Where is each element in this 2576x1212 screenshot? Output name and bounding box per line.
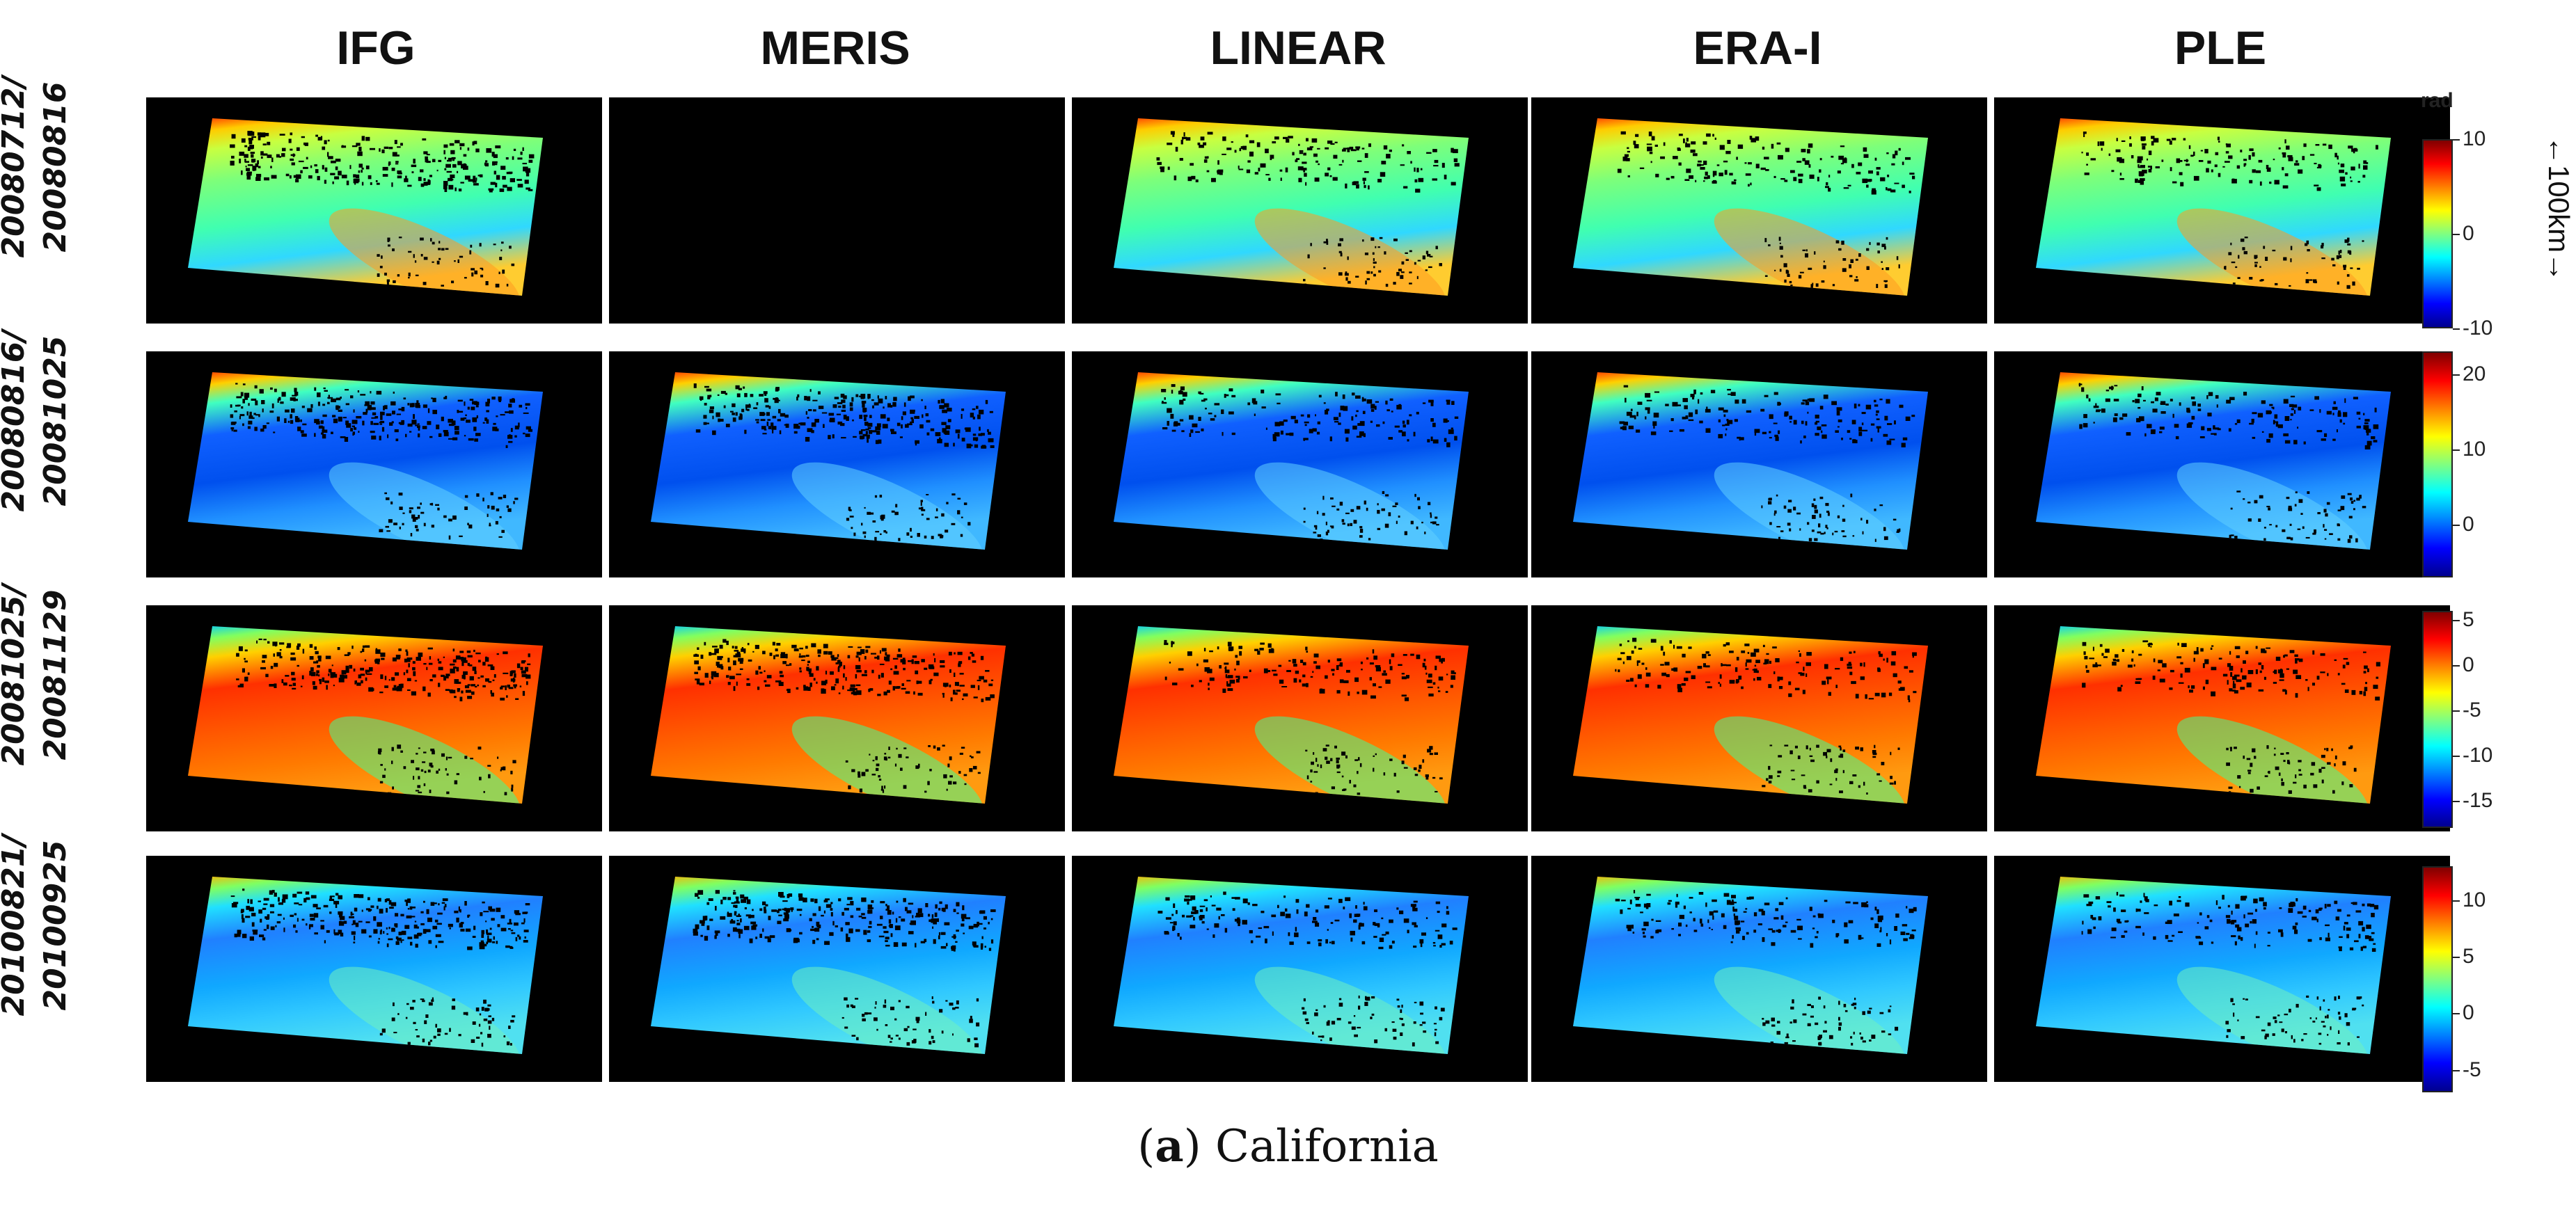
map-panel-r1-ple xyxy=(1994,97,2450,324)
anomaly-blob xyxy=(2176,716,2369,804)
row-label-2-line1: 20080816/ xyxy=(0,330,31,512)
anomaly-blob xyxy=(1254,208,1446,296)
colorbar-tick-label: -5 xyxy=(2463,1058,2481,1081)
row-label-1: 20080712/ 20080816 xyxy=(0,35,132,299)
row-label-4-line1: 20100821/ xyxy=(0,834,31,1016)
colorbar-tick-mark xyxy=(2453,374,2460,376)
colorbar-tick-mark xyxy=(2453,756,2460,757)
colorbar-4 xyxy=(2422,866,2453,1092)
colorbar-tick-mark xyxy=(2453,1069,2460,1071)
anomaly-blob xyxy=(2176,966,2369,1054)
caption-letter: a xyxy=(1155,1120,1184,1172)
colorbar-tick-mark xyxy=(2453,900,2460,902)
colorbar-tick-label: 0 xyxy=(2463,513,2474,536)
map-panel-r4-erai xyxy=(1531,856,1987,1082)
colorbar-tick-label: 0 xyxy=(2463,653,2474,676)
figure-caption: (a) California xyxy=(1137,1120,1439,1172)
map-panel-r4-linear xyxy=(1072,856,1528,1082)
colorbar-tick-label: -10 xyxy=(2463,317,2493,340)
map-panel-r3-ple xyxy=(1994,605,2450,831)
map-panel-r1-ifg xyxy=(146,97,602,324)
anomaly-blob xyxy=(329,716,521,804)
anomaly-blob xyxy=(1714,462,1906,550)
caption-text: California xyxy=(1215,1121,1439,1172)
column-header-linear: LINEAR xyxy=(1210,22,1386,74)
map-panel-r2-erai xyxy=(1531,351,1987,577)
map-panel-r3-erai xyxy=(1531,605,1987,831)
colorbar-tick-mark xyxy=(2453,234,2460,235)
row-label-3: 20081025/ 20081129 xyxy=(0,543,132,807)
colorbar-tick-label: 0 xyxy=(2463,1001,2474,1025)
anomaly-blob xyxy=(2176,208,2369,296)
map-panel-r3-meris xyxy=(609,605,1065,831)
column-header-ple: PLE xyxy=(2174,22,2267,74)
map-panel-r2-ple xyxy=(1994,351,2450,577)
colorbar-tick-mark xyxy=(2453,525,2460,527)
row-label-4: 20100821/ 20100925 xyxy=(0,793,132,1058)
anomaly-blob xyxy=(791,462,983,550)
colorbar-1 xyxy=(2422,139,2453,328)
map-panel-r2-linear xyxy=(1072,351,1528,577)
colorbar-tick-mark xyxy=(2453,710,2460,712)
anomaly-blob xyxy=(1254,966,1446,1054)
colorbar-tick-mark xyxy=(2453,801,2460,802)
anomaly-blob xyxy=(1714,208,1906,296)
colorbar-tick-label: 5 xyxy=(2463,945,2474,968)
colorbar-tick-mark xyxy=(2453,665,2460,667)
map-panel-r3-linear xyxy=(1072,605,1528,831)
colorbar-tick-mark xyxy=(2453,449,2460,451)
map-panel-r4-ple xyxy=(1994,856,2450,1082)
colorbar-tick-mark xyxy=(2453,957,2460,958)
column-header-meris: MERIS xyxy=(760,22,910,74)
colorbar-tick-label: -10 xyxy=(2463,744,2493,767)
map-panel-r1-linear xyxy=(1072,97,1528,324)
colorbar-3 xyxy=(2422,611,2453,828)
anomaly-blob xyxy=(791,966,983,1054)
anomaly-blob xyxy=(329,462,521,550)
map-panel-r1-meris xyxy=(609,97,1065,324)
row-label-3-line1: 20081025/ xyxy=(0,584,31,766)
column-header-era-i: ERA-I xyxy=(1693,22,1822,74)
colorbar-tick-mark xyxy=(2453,328,2460,330)
map-panel-r4-ifg xyxy=(146,856,602,1082)
colorbar-tick-label: 10 xyxy=(2463,888,2486,911)
colorbar-tick-label: 10 xyxy=(2463,127,2486,150)
anomaly-blob xyxy=(329,208,521,296)
scale-bar: ←100km→ xyxy=(2543,136,2575,282)
anomaly-blob xyxy=(1254,462,1446,550)
colorbar-tick-mark xyxy=(2453,620,2460,621)
row-label-2: 20080816/ 20081025 xyxy=(0,289,132,553)
map-panel-r4-meris xyxy=(609,856,1065,1082)
row-label-3-line2: 20081129 xyxy=(38,589,73,760)
anomaly-blob xyxy=(791,716,983,804)
colorbar-unit: rad xyxy=(2421,89,2453,112)
colorbar-tick-label: -5 xyxy=(2463,699,2481,721)
anomaly-blob xyxy=(329,966,521,1054)
colorbar-tick-label: 5 xyxy=(2463,608,2474,631)
anomaly-blob xyxy=(1254,716,1446,804)
colorbar-tick-mark xyxy=(2453,139,2460,141)
map-panel-r3-ifg xyxy=(146,605,602,831)
row-label-2-line2: 20081025 xyxy=(38,335,73,507)
column-header-ifg: IFG xyxy=(336,22,416,74)
row-label-1-line2: 20080816 xyxy=(38,81,73,253)
colorbar-tick-label: 10 xyxy=(2463,437,2486,461)
map-panel-r2-ifg xyxy=(146,351,602,577)
colorbar-tick-label: 0 xyxy=(2463,222,2474,245)
anomaly-blob xyxy=(2176,462,2369,550)
colorbar-2 xyxy=(2422,351,2453,577)
colorbar-tick-label: 20 xyxy=(2463,362,2486,385)
row-label-4-line2: 20100925 xyxy=(38,840,73,1011)
colorbar-tick-label: -15 xyxy=(2463,789,2493,812)
map-panel-r1-erai xyxy=(1531,97,1987,324)
colorbar-tick-mark xyxy=(2453,1013,2460,1015)
anomaly-blob xyxy=(1714,966,1906,1054)
anomaly-blob xyxy=(1714,716,1906,804)
row-label-1-line1: 20080712/ xyxy=(0,76,31,258)
map-panel-r2-meris xyxy=(609,351,1065,577)
